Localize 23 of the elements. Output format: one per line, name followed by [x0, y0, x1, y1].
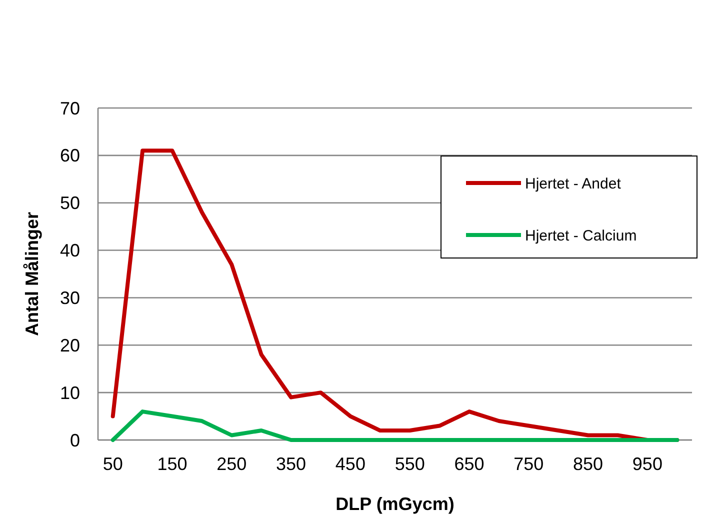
x-tick-label: 250: [216, 454, 247, 474]
y-tick-label: 0: [70, 430, 80, 450]
x-axis-title: DLP (mGycm): [336, 494, 454, 514]
x-tick-label: 450: [335, 454, 366, 474]
x-tick-label: 850: [573, 454, 604, 474]
x-tick-label: 50: [102, 454, 123, 474]
legend-label: Hjertet - Andet: [525, 175, 622, 192]
y-axis-title: Antal Målinger: [22, 212, 42, 336]
y-tick-label: 50: [60, 193, 80, 214]
x-tick-label: 950: [632, 454, 662, 474]
y-tick-label: 70: [60, 98, 80, 118]
y-tick-label: 60: [60, 146, 80, 166]
line-series: [110, 410, 680, 442]
x-tick-label: 550: [394, 454, 425, 474]
y-tick-label: 10: [60, 382, 80, 403]
x-tick-label: 650: [454, 454, 484, 474]
x-tick-label: 350: [276, 454, 306, 474]
y-tick-label: 20: [60, 335, 80, 356]
y-tick-label: 30: [60, 288, 80, 308]
y-tick-label: 40: [60, 240, 80, 261]
x-tick-label: 150: [157, 454, 188, 474]
x-tick-label: 750: [514, 454, 544, 474]
legend-label: Hjertet - Calcium: [525, 227, 637, 244]
